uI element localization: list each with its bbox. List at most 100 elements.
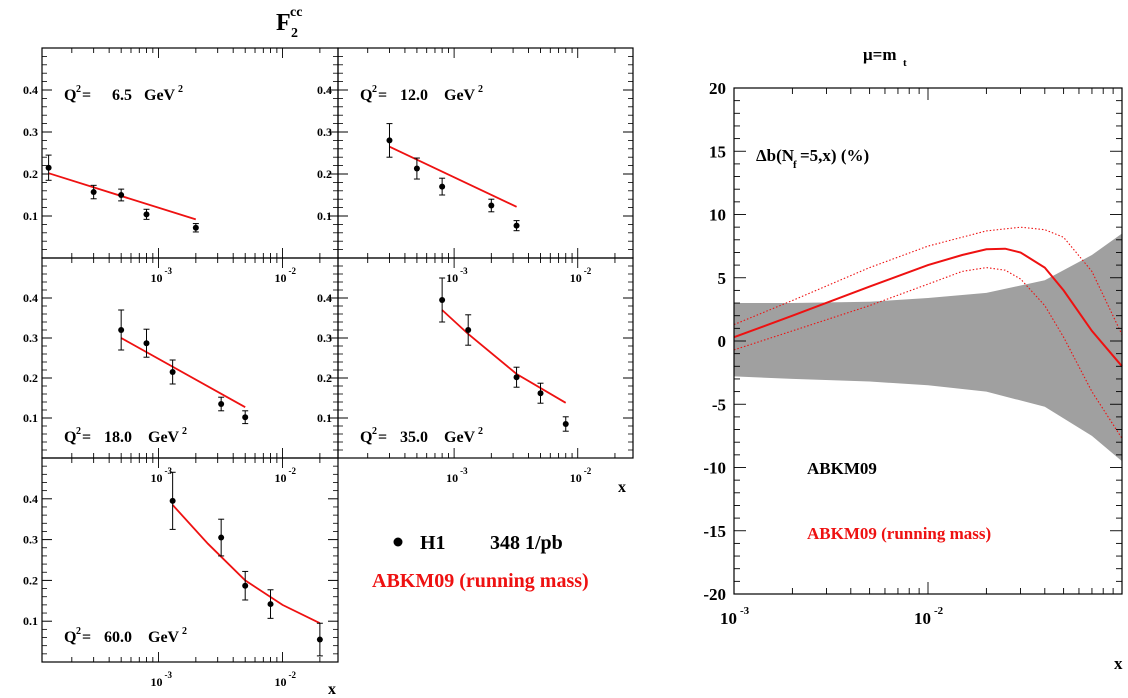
x-tick-label-exp: -2 [934,605,944,617]
q2-label: Q 2 = 12.0 GeV 2 [360,84,483,104]
q2-label-eq: = [82,629,91,646]
y-tick-label: 0.2 [317,167,332,181]
y-tick-label: 10 [709,206,726,225]
data-point [242,582,249,589]
data-point [143,211,150,218]
y-tick-label: 0.3 [317,331,332,345]
panel-frame [337,257,634,459]
data-point [513,374,520,381]
left-title-sub: 2 [291,26,298,41]
y-tick-label: 0.4 [317,291,332,305]
q2-label-sup: 2 [372,84,377,95]
x-tick-label-base: 10 [151,675,163,689]
x-tick-label-base: 10 [275,271,287,285]
right-curve-label: ABKM09 (running mass) [807,524,991,543]
q2-label-sup: 2 [76,626,81,637]
curve-upper [733,226,1123,335]
theory-curve [441,309,567,404]
curve-lower [733,267,1123,439]
left-legend: H1 348 1/pb ABKM09 (running mass) [372,532,589,592]
x-tick-label-base: 10 [570,471,582,485]
y-tick-label: 0.2 [23,167,38,181]
q2-label-value: 35.0 [400,429,428,446]
right-title-base: μ=m [863,45,897,64]
q2-label-unit-sup: 2 [182,626,187,637]
right-ylabel-sub: f [793,159,797,171]
q2-label-unit-sup: 2 [478,84,483,95]
q2-label-sup: 2 [372,426,377,437]
q2-label-unit: GeV [444,429,476,446]
data-point [465,327,472,333]
y-tick-label: 0.2 [23,371,38,385]
q2-label-unit-sup: 2 [478,426,483,437]
x-tick-label-exp: -2 [584,466,592,476]
q2-label-unit-sup: 2 [182,426,187,437]
q2-label-unit: GeV [148,629,180,646]
y-tick-label: 0.3 [317,125,332,139]
y-tick-label: 0.4 [317,83,332,97]
data-point [118,327,125,333]
panel-5: 0.10.20.30.410 -3 10 -2Q 2 = 60.0 GeV 2 [23,457,339,689]
data-point [90,189,97,196]
x-tick-label-exp: -3 [165,466,173,476]
q2-label-eq: = [378,87,387,104]
q2-label-prefix: Q [64,629,76,646]
q2-label: Q 2 = 6.5 GeV 2 [64,84,183,104]
left-title-sup: cc [290,5,302,20]
q2-label-value: 18.0 [104,429,132,446]
panel-3: 0.10.20.30.410 -3 10 -2Q 2 = 18.0 GeV 2 [23,257,339,485]
x-tick-label-base: 10 [151,271,163,285]
left-title-base: F [276,10,291,36]
y-tick-label: 0.3 [23,125,38,139]
panel-4: 0.10.20.30.410 -3 10 -2Q 2 = 35.0 GeV 2 [317,257,634,485]
x-tick-label-base: 10 [720,609,737,628]
x-tick-label-base: 10 [914,609,931,628]
q2-label-prefix: Q [360,429,372,446]
left-panels: 0.10.20.30.410 -3 10 -2Q 2 = 6.5 GeV 20.10.20.30… [23,47,634,689]
panel-frame [337,47,634,259]
q2-label-sup: 2 [76,84,81,95]
right-ylabel-main: Δb(N [756,146,795,165]
data-point [267,601,274,608]
data-point [439,297,446,303]
x-tick-label-exp: -3 [460,466,468,476]
x-tick-label-exp: -2 [289,670,297,680]
q2-label-prefix: Q [64,87,76,104]
legend-theory-label: ABKM09 (running mass) [372,570,589,592]
y-tick-label: 0.3 [23,331,38,345]
data-point [169,497,176,504]
x-tick-label-base: 10 [151,471,163,485]
q2-label-eq: = [82,429,91,446]
data-point [513,222,520,229]
q2-label-unit-sup: 2 [178,84,183,95]
right-x-axis-label: x [1114,654,1123,673]
x-tick-label-exp: -3 [165,266,173,276]
theory-curve [171,504,321,625]
data-point [413,165,420,172]
left-x-axis-label-upper: x [618,479,626,496]
y-tick-label: 0.3 [23,533,38,547]
q2-label: Q 2 = 35.0 GeV 2 [360,426,483,446]
data-point [488,202,495,209]
y-tick-label: 0.1 [317,411,332,425]
panel-1: 0.10.20.30.410 -3 10 -2Q 2 = 6.5 GeV 2 [23,47,339,285]
panel-frame [41,457,339,663]
data-point [537,390,544,397]
y-tick-label: 0 [718,332,727,351]
right-title-sub: t [903,57,907,69]
y-tick-label: 0.4 [23,83,38,97]
panel-frame [41,47,339,259]
data-point [316,636,323,643]
curve-central [733,247,1123,367]
legend-data-label: H1 [420,532,446,554]
y-tick-label: 0.1 [23,209,38,223]
x-tick-label-base: 10 [446,471,458,485]
panel-frame [41,257,339,459]
y-tick-label: -10 [703,459,726,478]
theory-curve [120,337,246,408]
theory-curve [389,145,517,208]
legend-data-marker [393,537,403,547]
q2-label: Q 2 = 60.0 GeV 2 [64,626,187,646]
